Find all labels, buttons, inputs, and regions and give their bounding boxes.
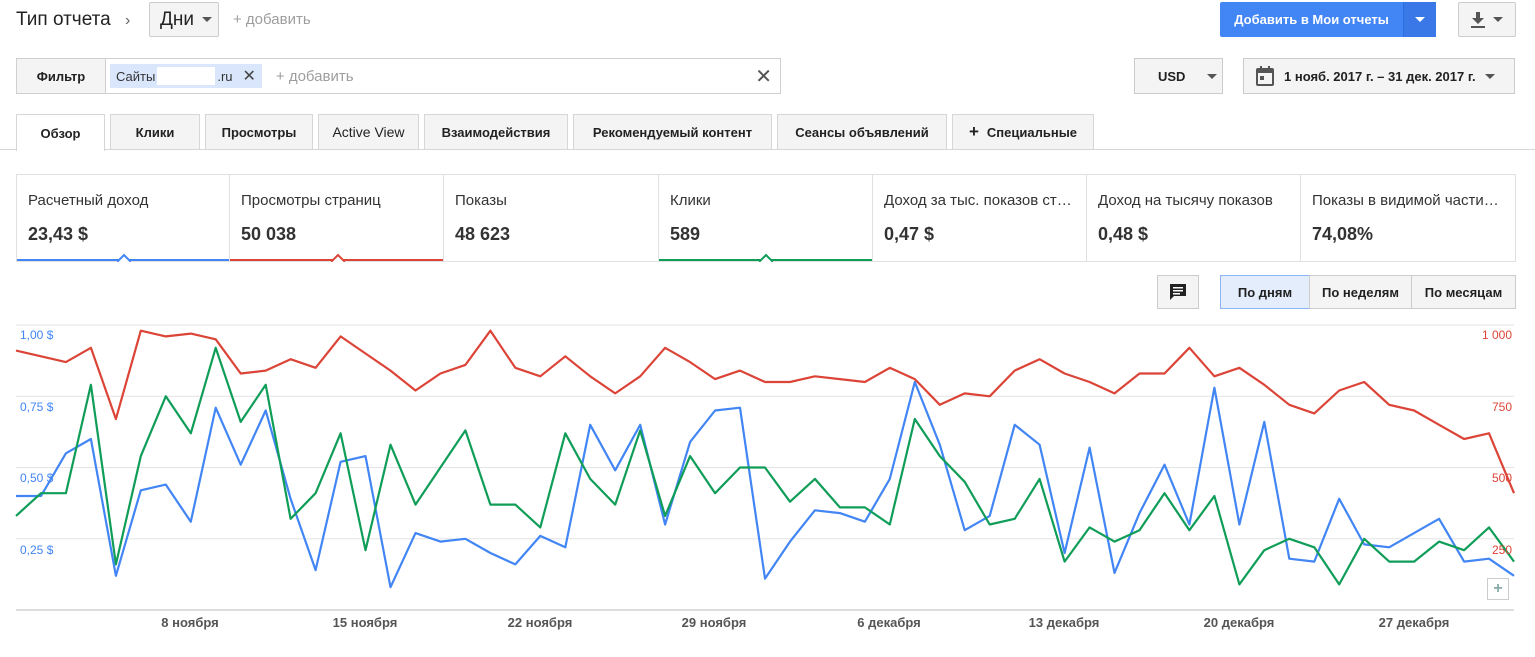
metric-card-revenue[interactable]: Расчетный доход 23,43 $ xyxy=(16,174,230,262)
tab-ad-sessions[interactable]: Сеансы объявлений xyxy=(777,114,947,149)
y-left-tick: 0,25 $ xyxy=(20,543,54,557)
x-tick-label: 27 декабря xyxy=(1378,615,1450,630)
date-range-value: 1 нояб. 2017 г. – 31 дек. 2017 г. xyxy=(1284,68,1476,84)
x-tick-label: 29 ноября xyxy=(681,615,747,630)
comment-icon xyxy=(1170,284,1186,300)
tab-interactions[interactable]: Взаимодействия xyxy=(424,114,568,149)
zoom-plus-icon[interactable]: + xyxy=(1487,578,1509,600)
tab-custom[interactable]: + Специальные xyxy=(952,114,1094,149)
add-to-my-reports-label: Добавить в Мои отчеты xyxy=(1234,12,1389,27)
download-icon xyxy=(1471,11,1485,28)
filter-bar: Фильтр Сайты .ru ✕ + добавить ✕ xyxy=(16,58,781,94)
filter-label: Фильтр xyxy=(17,59,106,93)
series-line xyxy=(15,346,1515,586)
y-right-tick: 750 xyxy=(1491,400,1512,414)
metric-name: Доход на тысячу показов xyxy=(1098,192,1273,209)
tab-recommended-content[interactable]: Рекомендуемый контент xyxy=(573,114,772,149)
currency-select[interactable]: USD xyxy=(1134,58,1223,94)
chevron-right-icon: › xyxy=(125,12,131,29)
metric-card-pageviews[interactable]: Просмотры страниц 50 038 xyxy=(230,174,444,262)
filter-chip-prefix: Сайты xyxy=(116,68,156,84)
tab-custom-label: Специальные xyxy=(986,124,1078,140)
add-filter-link[interactable]: + добавить xyxy=(275,67,354,85)
selected-notch-icon xyxy=(759,253,773,262)
calendar-icon xyxy=(1256,66,1274,86)
tab-overview[interactable]: Обзор xyxy=(16,114,105,151)
date-range-picker[interactable]: 1 нояб. 2017 г. – 31 дек. 2017 г. xyxy=(1243,58,1515,94)
dimension-dropdown[interactable]: Дни xyxy=(149,2,219,37)
metric-card-viewability[interactable]: Показы в видимой части экрана 74,08% xyxy=(1301,174,1516,262)
dimension-value: Дни xyxy=(160,8,194,30)
chevron-down-icon xyxy=(1484,73,1495,79)
metric-value: 50 038 xyxy=(241,224,297,244)
metric-value: 23,43 $ xyxy=(28,224,89,244)
metric-value: 589 xyxy=(670,224,701,244)
filter-chip[interactable]: Сайты .ru ✕ xyxy=(110,64,262,88)
metric-name: Показы xyxy=(455,192,507,209)
metric-card-page-rpm[interactable]: Доход за тыс. показов страниц 0,47 $ xyxy=(873,174,1087,262)
x-tick-label: 15 ноября xyxy=(332,615,398,630)
series-line xyxy=(15,329,1516,494)
selected-notch-icon xyxy=(117,253,131,262)
metric-name: Просмотры страниц xyxy=(241,192,381,209)
filter-chip-suffix: .ru xyxy=(217,68,233,84)
metric-name: Показы в видимой части экрана xyxy=(1312,192,1502,209)
y-right-tick: 250 xyxy=(1491,543,1512,557)
x-tick-label: 6 декабря xyxy=(857,615,921,630)
x-tick-label: 22 ноября xyxy=(507,615,573,630)
chevron-down-icon xyxy=(1493,17,1503,22)
chevron-down-icon xyxy=(1415,17,1426,22)
metric-name: Клики xyxy=(670,192,711,209)
add-dimension-link[interactable]: + добавить xyxy=(233,11,311,28)
chevron-down-icon xyxy=(1207,73,1218,79)
selected-notch-icon xyxy=(331,253,345,262)
y-left-tick: 0,75 $ xyxy=(20,400,54,414)
y-right-tick: 1 000 xyxy=(1481,328,1512,342)
metric-value: 0,48 $ xyxy=(1098,224,1149,244)
metric-value: 0,47 $ xyxy=(884,224,935,244)
granularity-weeks-button[interactable]: По неделям xyxy=(1309,275,1412,309)
plus-icon: + xyxy=(968,122,979,141)
metric-name: Расчетный доход xyxy=(28,192,149,209)
y-left-tick: 0,50 $ xyxy=(20,471,54,485)
granularity-months-button[interactable]: По месяцам xyxy=(1411,275,1516,309)
report-type-label: Тип отчета xyxy=(16,9,111,30)
y-left-tick: 1,00 $ xyxy=(20,328,54,342)
annotations-button[interactable] xyxy=(1157,275,1199,309)
clear-filter-icon[interactable]: ✕ xyxy=(755,66,772,88)
chevron-down-icon xyxy=(201,17,212,22)
x-tick-label: 13 декабря xyxy=(1028,615,1100,630)
download-button[interactable] xyxy=(1458,2,1516,37)
metric-card-clicks[interactable]: Клики 589 xyxy=(659,174,873,262)
granularity-days-button[interactable]: По дням xyxy=(1220,275,1310,309)
metric-value: 74,08% xyxy=(1312,224,1374,244)
metric-card-impressions[interactable]: Показы 48 623 xyxy=(444,174,659,262)
series-line xyxy=(16,380,1515,589)
redacted-mask xyxy=(157,67,216,85)
line-chart xyxy=(15,324,1516,611)
currency-value: USD xyxy=(1158,68,1186,84)
x-tick-label: 20 декабря xyxy=(1203,615,1275,630)
x-tick-label: 8 ноября xyxy=(161,615,219,630)
metric-name: Доход за тыс. показов страниц xyxy=(884,192,1074,209)
tab-clicks[interactable]: Клики xyxy=(110,114,200,149)
add-to-my-reports-button[interactable]: Добавить в Мои отчеты xyxy=(1220,2,1436,37)
close-icon[interactable]: ✕ xyxy=(242,68,256,85)
metric-value: 48 623 xyxy=(455,224,511,244)
metric-card-impression-rpm[interactable]: Доход на тысячу показов 0,48 $ xyxy=(1087,174,1301,262)
add-report-menu-toggle[interactable] xyxy=(1403,2,1436,37)
tab-active-view[interactable]: Active View xyxy=(318,114,419,149)
y-right-tick: 500 xyxy=(1491,471,1512,485)
tab-views[interactable]: Просмотры xyxy=(205,114,313,149)
tabs-divider xyxy=(0,149,1535,150)
